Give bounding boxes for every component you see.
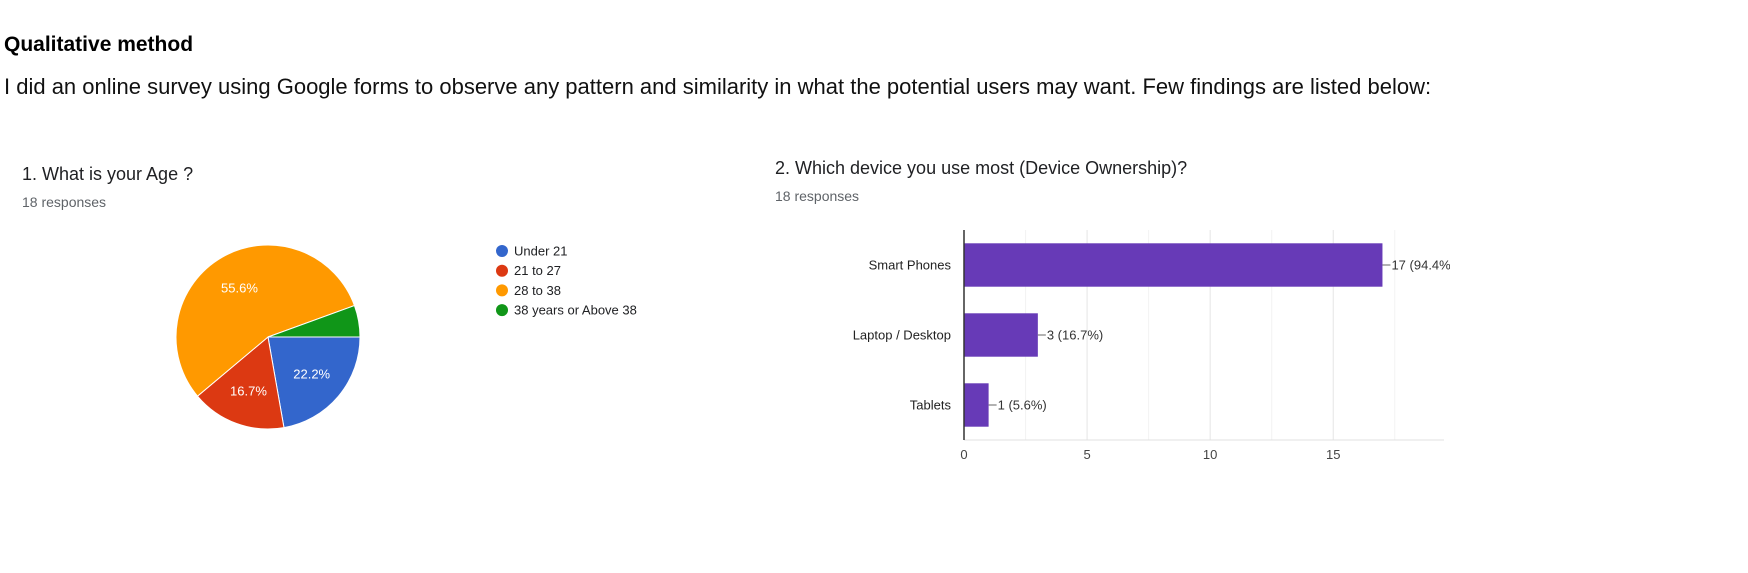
legend-label-3: 38 years or Above 38 — [514, 303, 637, 318]
x-tick-label-5: 5 — [1083, 447, 1090, 462]
x-tick-label-0: 0 — [960, 447, 967, 462]
device-chart-title: 2. Which device you use most (Device Own… — [775, 158, 1188, 178]
legend-swatch-0 — [496, 245, 508, 257]
bar-1 — [964, 313, 1038, 357]
device-chart-responses: 18 responses — [775, 188, 860, 204]
x-tick-label-10: 10 — [1203, 447, 1217, 462]
device-bar-chart: Smart Phones 17 (94.4%) Laptop / Desktop 3 … — [853, 230, 1450, 462]
category-label-1: Laptop / Desktop — [853, 328, 951, 343]
age-chart-title: 1. What is your Age ? — [22, 164, 194, 184]
pie-slice-label-1: 16.7% — [230, 384, 267, 399]
legend-swatch-2 — [496, 284, 508, 297]
category-label-2: Tablets — [910, 398, 952, 413]
legend-label-0: Under 21 — [514, 244, 567, 259]
pie-slice-1 — [196, 336, 285, 430]
pie-slice-2 — [175, 244, 356, 397]
age-chart-responses: 18 responses — [22, 194, 107, 210]
legend-label-1: 21 to 27 — [514, 263, 561, 278]
age-pie-chart: 22.2% 16.7% 55.6% Under 21 21 to 27 28 to 38 3… — [175, 244, 637, 430]
pie-slice-label-0: 22.2% — [293, 367, 330, 382]
bar-0 — [964, 243, 1383, 287]
section-heading: Qualitative method — [4, 33, 194, 56]
bar-2 — [964, 383, 989, 427]
pie-slice-0 — [267, 336, 361, 429]
legend-swatch-1 — [496, 264, 508, 277]
legend-swatch-3 — [496, 304, 508, 317]
pie-slice-3 — [267, 304, 361, 338]
intro-paragraph: I did an online survey using Google form… — [4, 74, 1432, 99]
data-label-1: 3 (16.7%) — [1047, 328, 1103, 343]
category-label-0: Smart Phones — [869, 258, 952, 273]
data-label-2: 1 (5.6%) — [998, 398, 1047, 413]
x-tick-label-15: 15 — [1326, 447, 1340, 462]
pie-slice-label-2: 55.6% — [221, 281, 258, 296]
legend-label-2: 28 to 38 — [514, 283, 561, 298]
data-label-0: 17 (94.4%) — [1391, 258, 1450, 273]
